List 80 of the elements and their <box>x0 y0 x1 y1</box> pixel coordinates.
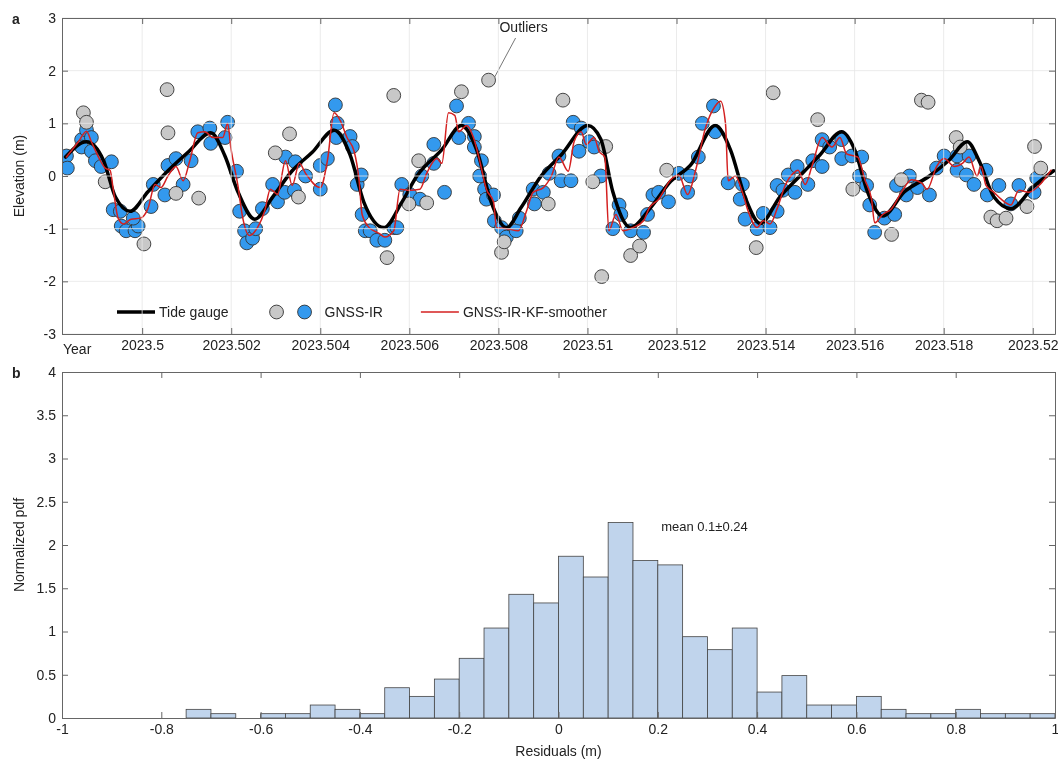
point <box>623 248 638 263</box>
x-tick-label: 0.4 <box>747 720 768 737</box>
point <box>379 250 395 265</box>
point <box>1027 139 1042 154</box>
y-tick-label: 0.5 <box>36 666 57 683</box>
y-axis-title: Elevation (m) <box>11 134 27 218</box>
y-tick-label: 3 <box>48 9 57 26</box>
legend-label: Tide gauge <box>159 304 229 320</box>
point <box>419 195 435 211</box>
point <box>1033 160 1049 176</box>
x-tick-label: -0.2 <box>447 720 472 737</box>
x-tick-label: 0.6 <box>847 720 867 737</box>
point <box>540 196 556 212</box>
x-tick-label: 2023.508 <box>469 336 529 353</box>
x-tick-label: 2023.504 <box>291 336 351 353</box>
point <box>496 234 512 250</box>
legend-label: GNSS-IR <box>324 304 383 320</box>
point <box>1019 199 1035 214</box>
x-tick-label: 2023.5 <box>121 336 165 353</box>
x-tick-label: -0.8 <box>149 720 175 737</box>
x-axis-title: Year <box>63 341 92 357</box>
point <box>159 82 175 97</box>
x-tick-label: 2023.518 <box>914 336 974 353</box>
point <box>920 94 936 110</box>
x-tick-label: 2023.512 <box>647 336 707 353</box>
point <box>168 186 184 201</box>
point <box>998 210 1014 226</box>
x-tick-label: 2023.52 <box>1007 336 1058 353</box>
x-axis-title: Residuals (m) <box>515 743 602 759</box>
x-tick-label: 1 <box>1051 720 1058 737</box>
annotation: mean 0.1±0.24 <box>661 519 748 535</box>
y-tick-label: 2 <box>48 62 57 79</box>
x-tick-label: 0.8 <box>946 720 967 737</box>
point <box>810 112 826 127</box>
point <box>748 240 764 255</box>
y-tick-label: 0 <box>48 167 57 184</box>
y-tick-label: 1 <box>48 623 57 640</box>
point <box>282 126 297 142</box>
point <box>632 238 647 254</box>
y-tick-label: 3.5 <box>36 407 57 424</box>
point <box>386 88 402 103</box>
y-tick-label: 1 <box>48 115 57 132</box>
y-axis-title: Normalized pdf <box>11 497 27 593</box>
legend-label: GNSS-IR-KF-smoother <box>462 304 608 320</box>
y-tick-label: 0 <box>48 709 57 726</box>
y-tick-label: -2 <box>43 273 57 290</box>
x-tick-label: 2023.516 <box>825 336 885 353</box>
x-tick-label: 0 <box>555 720 564 737</box>
point <box>79 114 94 130</box>
chart-title: a <box>12 11 20 27</box>
y-tick-label: -1 <box>43 220 57 237</box>
point <box>136 236 152 252</box>
point <box>555 92 571 108</box>
point <box>765 85 781 101</box>
y-tick-label: 4 <box>48 363 57 380</box>
point <box>845 181 861 197</box>
point <box>454 84 469 100</box>
annotation: Outliers <box>499 19 548 35</box>
y-tick-label: -3 <box>43 325 57 342</box>
point <box>267 145 283 161</box>
point <box>411 153 427 169</box>
point <box>481 72 496 88</box>
point <box>291 189 306 205</box>
point <box>160 125 176 141</box>
x-tick-label: 2023.514 <box>736 336 796 353</box>
y-tick-label: 3 <box>48 450 57 467</box>
y-tick-label: 2 <box>48 536 57 553</box>
point <box>191 190 207 206</box>
y-tick-label: 2.5 <box>36 493 57 510</box>
point <box>659 162 675 178</box>
point <box>884 227 899 242</box>
point <box>594 269 610 284</box>
chart-title: b <box>12 365 21 381</box>
x-tick-label: 0.2 <box>648 720 669 737</box>
x-tick-label: -0.4 <box>348 720 373 737</box>
x-tick-label: 2023.51 <box>562 336 614 353</box>
x-tick-label: 2023.506 <box>380 336 440 353</box>
y-tick-label: 1.5 <box>36 580 57 597</box>
x-tick-label: 2023.502 <box>202 336 262 353</box>
x-tick-label: -0.6 <box>249 720 274 737</box>
